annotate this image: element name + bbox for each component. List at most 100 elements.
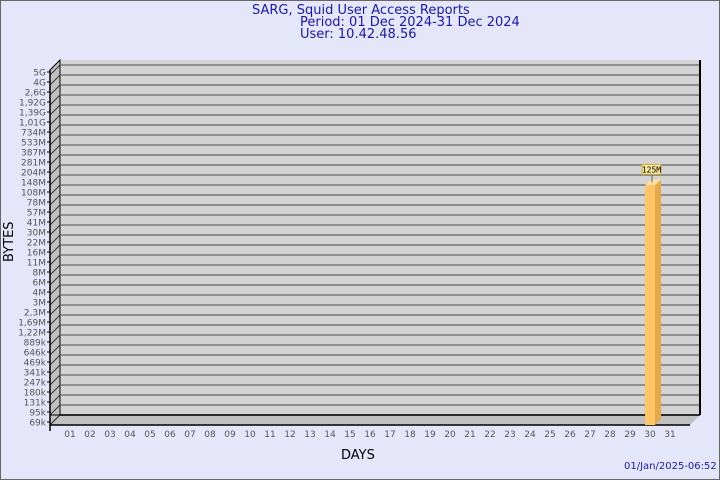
y-tick-label: 204M [21,169,46,179]
gridline-side [49,214,61,226]
y-tick-label: 2,3M [24,309,46,319]
gridline-side [49,314,61,326]
x-tick-label: 08 [204,430,216,440]
gridline-side [49,204,61,216]
x-tick-label: 21 [464,430,475,440]
y-tick-label: 889k [24,339,47,349]
y-tick-label: 78M [27,199,46,209]
gridline-side [49,374,61,386]
gridline-side [49,194,61,206]
x-tick-label: 19 [424,430,436,440]
gridline-side [49,384,61,396]
y-tick-label: 1,01G [19,119,46,129]
gridline-side [49,274,61,286]
x-tick-label: 18 [404,430,416,440]
gridline-side [49,304,61,316]
x-tick-label: 15 [344,430,355,440]
y-tick-label: 41M [27,219,46,229]
y-tick-label: 3M [33,299,47,309]
x-tick-label: 28 [604,430,616,440]
chart-period: Period: 01 Dec 2024-31 Dec 2024 [300,15,520,30]
x-tick-label: 29 [624,430,636,440]
y-tick-label: 533M [21,139,46,149]
x-tick-label: 14 [324,430,336,440]
y-tick-label: 1,22M [18,329,46,339]
x-tick-label: 01 [64,430,75,440]
y-tick-label: 131k [24,399,47,409]
chart-user: User: 10.42.48.56 [300,27,417,42]
gridline-side [49,114,61,126]
gridline-side [49,294,61,306]
x-tick-label: 27 [584,430,595,440]
plot-floor [50,415,700,425]
x-tick-label: 12 [284,430,295,440]
x-tick-label: 02 [84,430,95,440]
y-tick-label: 734M [21,129,46,139]
gridline-side [49,64,61,76]
gridline-side [49,284,61,296]
y-tick-label: 8M [33,269,47,279]
y-tick-label: 30M [27,229,46,239]
y-tick-label: 469k [24,359,47,369]
gridline-side [49,134,61,146]
y-tick-label: 341k [24,369,47,379]
gridline-side [49,334,61,346]
y-tick-label: 108M [21,189,46,199]
gridline-side [49,144,61,156]
y-tick-label: 57M [27,209,46,219]
plot-back-wall [60,60,700,415]
y-tick-label: 2,6G [25,89,46,99]
timestamp: 01/Jan/2025-06:52 [624,461,717,472]
x-tick-label: 22 [484,430,495,440]
chart-title: SARG, Squid User Access Reports [252,3,470,18]
y-tick-label: 11M [27,259,46,269]
gridline-side [49,94,61,106]
y-tick-label: 387M [21,149,46,159]
gridline-side [49,324,61,336]
y-tick-label: 1,69M [18,319,46,329]
y-tick-label: 247k [24,379,47,389]
gridline-side [49,164,61,176]
gridline-side [49,124,61,136]
y-tick-label: 4G [33,79,46,89]
x-tick-label: 04 [124,430,136,440]
x-tick-label: 17 [384,430,395,440]
x-tick-label: 24 [524,430,536,440]
gridline-side [49,244,61,256]
gridline-side [49,344,61,356]
gridline-side [49,84,61,96]
x-tick-label: 11 [264,430,275,440]
bar-side [655,179,661,425]
x-tick-label: 03 [104,430,115,440]
y-tick-label: 180k [24,389,47,399]
y-tick-label: 22M [27,239,46,249]
y-tick-label: 6M [33,279,47,289]
gridline-side [49,354,61,366]
gridline-side [49,104,61,116]
y-tick-label: 4M [33,289,47,299]
y-tick-label: 646k [24,349,47,359]
x-tick-label: 13 [304,430,315,440]
gridline-side [49,264,61,276]
x-tick-label: 26 [564,430,576,440]
y-tick-label: 1,92G [19,99,46,109]
x-tick-label: 07 [184,430,195,440]
gridline-side [49,154,61,166]
gridline-side [49,404,61,416]
y-tick-label: 148M [21,179,46,189]
gridline-side [49,394,61,406]
x-tick-label: 09 [224,430,236,440]
x-tick-label: 30 [644,430,656,440]
y-tick-label: 16M [27,249,46,259]
gridline-side [49,184,61,196]
bar-value-label: 125M [642,165,661,174]
x-tick-label: 16 [364,430,376,440]
gridline-side [49,254,61,266]
x-axis-label: DAYS [341,448,375,463]
x-tick-label: 31 [664,430,675,440]
gridline-side [49,414,61,426]
y-tick-label: 281M [21,159,46,169]
gridline-side [49,224,61,236]
x-tick-label: 10 [244,430,256,440]
